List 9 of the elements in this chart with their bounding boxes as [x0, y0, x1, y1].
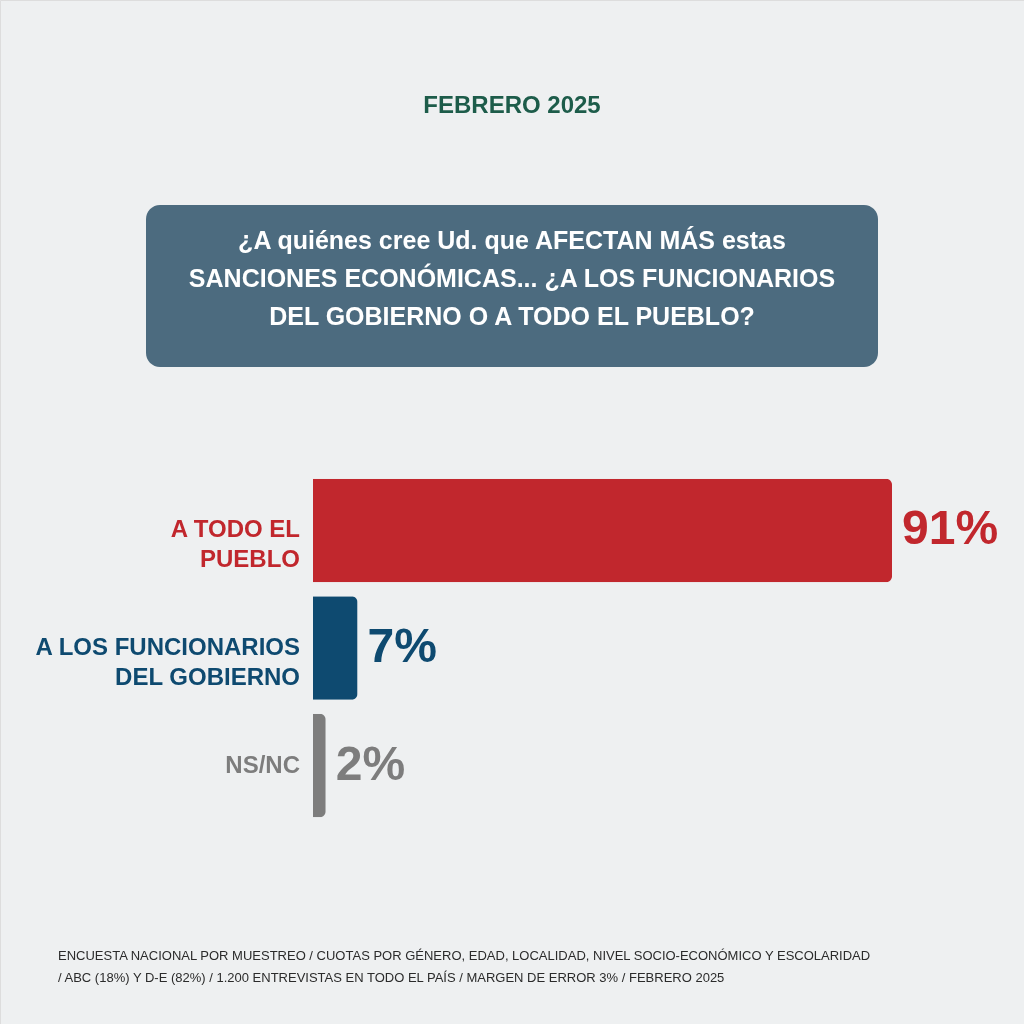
- data-label: 7%: [367, 619, 437, 672]
- text: ENCUESTA NACIONAL POR MUESTREO / CUOTAS POR GÉNERO, EDAD, LOCALIDAD, NIVEL SOCIO-ECONÓMICO Y ESCOLARIDAD / ABC (18%) Y D-E (82%) / 1.200 ENTREVISTAS EN TODO EL PAÍS / MARGEN DE ERROR 3% / FEBRERO 2025: [58, 948, 871, 985]
- data-label: 91%: [902, 501, 999, 555]
- chart-subtitle: FEBRERO 2025: [423, 91, 601, 118]
- y-tick-label: A LOS FUNCIONARIOS DEL GOBIERNO: [35, 633, 300, 690]
- chart-title: ¿A quiénes cree Ud. que AFECTAN MÁS estas SANCIONES ECONÓMICAS... ¿A LOS FUNCIONARIOS DEL GOBIERNO O A TODO EL PUEBLO?: [188, 226, 836, 330]
- y-tick-label: NS/NC: [225, 750, 300, 778]
- y-tick-label: A TODO EL PUEBLO: [170, 515, 300, 573]
- data-label: 2%: [335, 736, 406, 790]
